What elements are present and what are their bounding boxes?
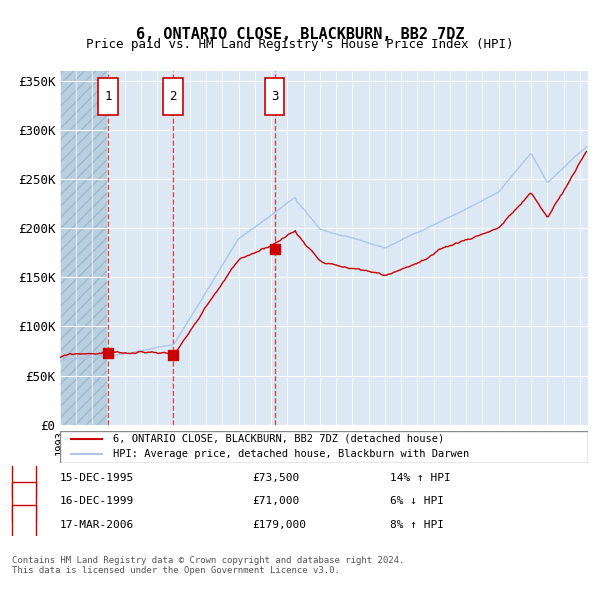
FancyBboxPatch shape (163, 78, 183, 115)
Bar (60, 71, 107, 425)
Text: 16-DEC-1999: 16-DEC-1999 (60, 496, 134, 506)
Text: 1: 1 (104, 90, 112, 103)
Text: 2: 2 (20, 496, 28, 506)
Text: £179,000: £179,000 (252, 520, 306, 530)
Text: Price paid vs. HM Land Registry's House Price Index (HPI): Price paid vs. HM Land Registry's House … (86, 38, 514, 51)
Text: Contains HM Land Registry data © Crown copyright and database right 2024.
This d: Contains HM Land Registry data © Crown c… (12, 556, 404, 575)
Text: 6, ONTARIO CLOSE, BLACKBURN, BB2 7DZ: 6, ONTARIO CLOSE, BLACKBURN, BB2 7DZ (136, 27, 464, 41)
Text: 1: 1 (20, 473, 28, 483)
Text: 3: 3 (271, 90, 278, 103)
Text: HPI: Average price, detached house, Blackburn with Darwen: HPI: Average price, detached house, Blac… (113, 449, 469, 459)
FancyBboxPatch shape (60, 431, 588, 463)
Text: 14% ↑ HPI: 14% ↑ HPI (390, 473, 451, 483)
Text: 15-DEC-1995: 15-DEC-1995 (60, 473, 134, 483)
FancyBboxPatch shape (12, 505, 36, 544)
Text: 6% ↓ HPI: 6% ↓ HPI (390, 496, 444, 506)
FancyBboxPatch shape (12, 481, 36, 521)
Text: 6, ONTARIO CLOSE, BLACKBURN, BB2 7DZ (detached house): 6, ONTARIO CLOSE, BLACKBURN, BB2 7DZ (de… (113, 434, 444, 444)
Text: 8% ↑ HPI: 8% ↑ HPI (390, 520, 444, 530)
Text: £71,000: £71,000 (252, 496, 299, 506)
Text: 3: 3 (20, 520, 28, 530)
Text: £73,500: £73,500 (252, 473, 299, 483)
FancyBboxPatch shape (98, 78, 118, 115)
FancyBboxPatch shape (12, 458, 36, 497)
Text: 2: 2 (169, 90, 177, 103)
FancyBboxPatch shape (265, 78, 284, 115)
Text: 17-MAR-2006: 17-MAR-2006 (60, 520, 134, 530)
